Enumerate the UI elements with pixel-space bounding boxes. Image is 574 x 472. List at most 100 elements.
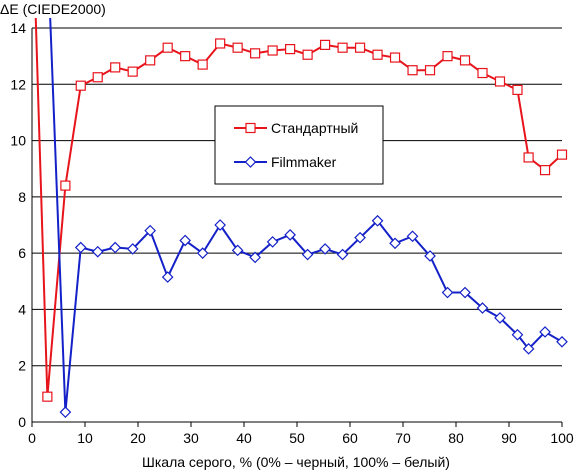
y-axis-title: ΔE (CIEDE2000) (0, 1, 106, 17)
data-point-filmmaker (494, 312, 506, 324)
legend-marker-filmmaker (244, 156, 257, 168)
data-point-filmmaker (319, 243, 331, 255)
data-point-filmmaker (91, 245, 104, 258)
data-point-standard (523, 152, 534, 163)
data-point-filmmaker (441, 286, 454, 299)
data-point-filmmaker (266, 236, 279, 248)
data-point-standard (407, 65, 418, 76)
x-tick-label: 30 (183, 430, 199, 446)
y-tick-labels: 0 2 4 6 8 10 12 14 (10, 20, 26, 430)
data-point-filmmaker (196, 247, 209, 259)
y-tick-label: 2 (18, 358, 26, 374)
plot-area (34, 18, 568, 418)
data-point-filmmaker (556, 335, 568, 348)
legend-label-filmmaker: Filmmaker (271, 154, 337, 170)
data-point-filmmaker (249, 251, 261, 264)
data-point-filmmaker (389, 237, 401, 250)
legend-marker-standard (245, 122, 256, 134)
data-point-filmmaker (511, 328, 524, 341)
data-point-filmmaker (179, 234, 192, 247)
data-point-standard (477, 67, 488, 79)
data-point-standard (539, 165, 551, 176)
data-point-filmmaker (424, 250, 436, 262)
legend-box (214, 105, 384, 185)
data-point-standard (556, 149, 568, 160)
data-point-filmmaker (371, 214, 384, 227)
x-tick-label: 90 (501, 430, 517, 446)
data-point-standard (180, 51, 191, 62)
data-point-standard (127, 66, 138, 77)
data-point-standard (424, 65, 436, 76)
data-point-standard (145, 55, 156, 66)
data-point-standard (459, 55, 471, 66)
data-point-filmmaker (144, 224, 157, 237)
y-tick-label: 0 (18, 414, 26, 430)
data-point-standard (60, 180, 71, 191)
data-point-filmmaker (459, 286, 471, 299)
x-tick-labels: 0 10 20 30 40 50 60 70 80 90 100 (28, 430, 574, 446)
data-point-filmmaker (231, 244, 244, 257)
x-axis-title: Шкала серого, % (0% – черный, 100% – бел… (142, 454, 450, 470)
data-point-filmmaker (354, 231, 366, 244)
data-point-standard (302, 49, 313, 60)
data-point-standard (110, 62, 121, 73)
y-tick-label: 12 (10, 76, 26, 92)
data-point-standard (267, 45, 278, 56)
data-point-standard (215, 38, 226, 49)
data-point-standard (162, 42, 173, 53)
gridlines (32, 27, 562, 367)
data-point-filmmaker (336, 248, 349, 261)
x-tick-label: 20 (130, 430, 146, 446)
y-tick-label: 8 (18, 189, 26, 205)
data-point-filmmaker (539, 326, 551, 338)
data-point-standard (75, 80, 86, 91)
series-standard (34, 18, 568, 402)
data-point-filmmaker (284, 229, 296, 241)
x-tick-label: 60 (342, 430, 358, 446)
data-point-standard (197, 59, 208, 70)
legend-label-standard: Стандартный (271, 120, 358, 136)
data-point-filmmaker (59, 406, 72, 418)
data-point-standard (372, 49, 383, 60)
data-point-filmmaker (406, 230, 419, 243)
series-line-filmmaker (49, 18, 563, 414)
data-point-standard (494, 76, 506, 87)
data-point-filmmaker (214, 219, 226, 231)
data-point-standard (250, 48, 261, 59)
data-point-standard (512, 84, 523, 96)
data-point-filmmaker (522, 342, 535, 355)
data-point-standard (285, 44, 296, 55)
y-tick-label: 10 (10, 133, 26, 149)
data-point-standard (319, 39, 331, 50)
y-tick-label: 14 (10, 20, 26, 36)
series-group (34, 18, 568, 418)
legend-item-standard: Стандартный (234, 120, 358, 136)
data-point-filmmaker (74, 241, 87, 254)
x-tick-label: 0 (28, 430, 36, 446)
axes (31, 28, 563, 427)
data-point-standard (232, 42, 243, 53)
x-tick-label: 10 (77, 430, 93, 446)
y-tick-label: 6 (18, 245, 26, 261)
data-point-standard (92, 72, 103, 83)
x-tick-label: 40 (236, 430, 252, 446)
data-point-filmmaker (476, 302, 489, 314)
data-point-standard (337, 42, 348, 53)
data-point-filmmaker (301, 248, 314, 261)
legend: Стандартный Filmmaker (214, 105, 384, 185)
series-filmmaker (49, 18, 568, 418)
series-line-standard (34, 18, 563, 398)
x-tick-label: 70 (395, 430, 411, 446)
data-point-standard (389, 52, 401, 63)
data-point-standard (354, 42, 366, 53)
x-tick-label: 80 (448, 430, 464, 446)
data-point-filmmaker (126, 243, 139, 255)
x-tick-label: 100 (550, 430, 574, 446)
legend-item-filmmaker: Filmmaker (234, 154, 337, 170)
x-tick-label: 50 (289, 430, 305, 446)
data-point-standard (442, 51, 453, 62)
data-point-standard (42, 391, 53, 402)
y-tick-label: 4 (18, 301, 26, 317)
data-point-filmmaker (161, 271, 174, 283)
